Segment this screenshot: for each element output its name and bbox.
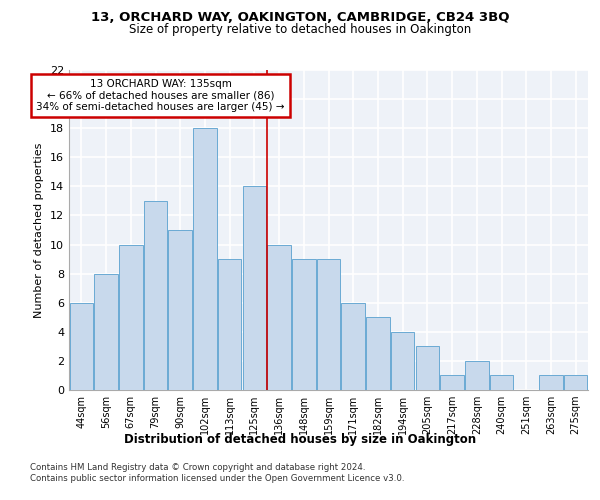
Bar bbox=[268, 244, 291, 390]
Bar bbox=[539, 376, 563, 390]
Bar bbox=[292, 259, 316, 390]
Text: Contains HM Land Registry data © Crown copyright and database right 2024.: Contains HM Land Registry data © Crown c… bbox=[30, 462, 365, 471]
Bar bbox=[193, 128, 217, 390]
Text: Distribution of detached houses by size in Oakington: Distribution of detached houses by size … bbox=[124, 432, 476, 446]
Bar bbox=[391, 332, 415, 390]
Bar bbox=[341, 302, 365, 390]
Text: Contains public sector information licensed under the Open Government Licence v3: Contains public sector information licen… bbox=[30, 474, 404, 483]
Bar bbox=[416, 346, 439, 390]
Bar bbox=[564, 376, 587, 390]
Bar bbox=[119, 244, 143, 390]
Bar bbox=[169, 230, 192, 390]
Text: 13 ORCHARD WAY: 135sqm
← 66% of detached houses are smaller (86)
34% of semi-det: 13 ORCHARD WAY: 135sqm ← 66% of detached… bbox=[36, 78, 284, 112]
Bar bbox=[366, 318, 389, 390]
Bar bbox=[242, 186, 266, 390]
Bar bbox=[218, 259, 241, 390]
Bar bbox=[94, 274, 118, 390]
Bar bbox=[490, 376, 513, 390]
Text: 13, ORCHARD WAY, OAKINGTON, CAMBRIDGE, CB24 3BQ: 13, ORCHARD WAY, OAKINGTON, CAMBRIDGE, C… bbox=[91, 11, 509, 24]
Y-axis label: Number of detached properties: Number of detached properties bbox=[34, 142, 44, 318]
Text: Size of property relative to detached houses in Oakington: Size of property relative to detached ho… bbox=[129, 22, 471, 36]
Bar bbox=[465, 361, 488, 390]
Bar bbox=[440, 376, 464, 390]
Bar bbox=[317, 259, 340, 390]
Bar bbox=[70, 302, 93, 390]
Bar bbox=[144, 201, 167, 390]
